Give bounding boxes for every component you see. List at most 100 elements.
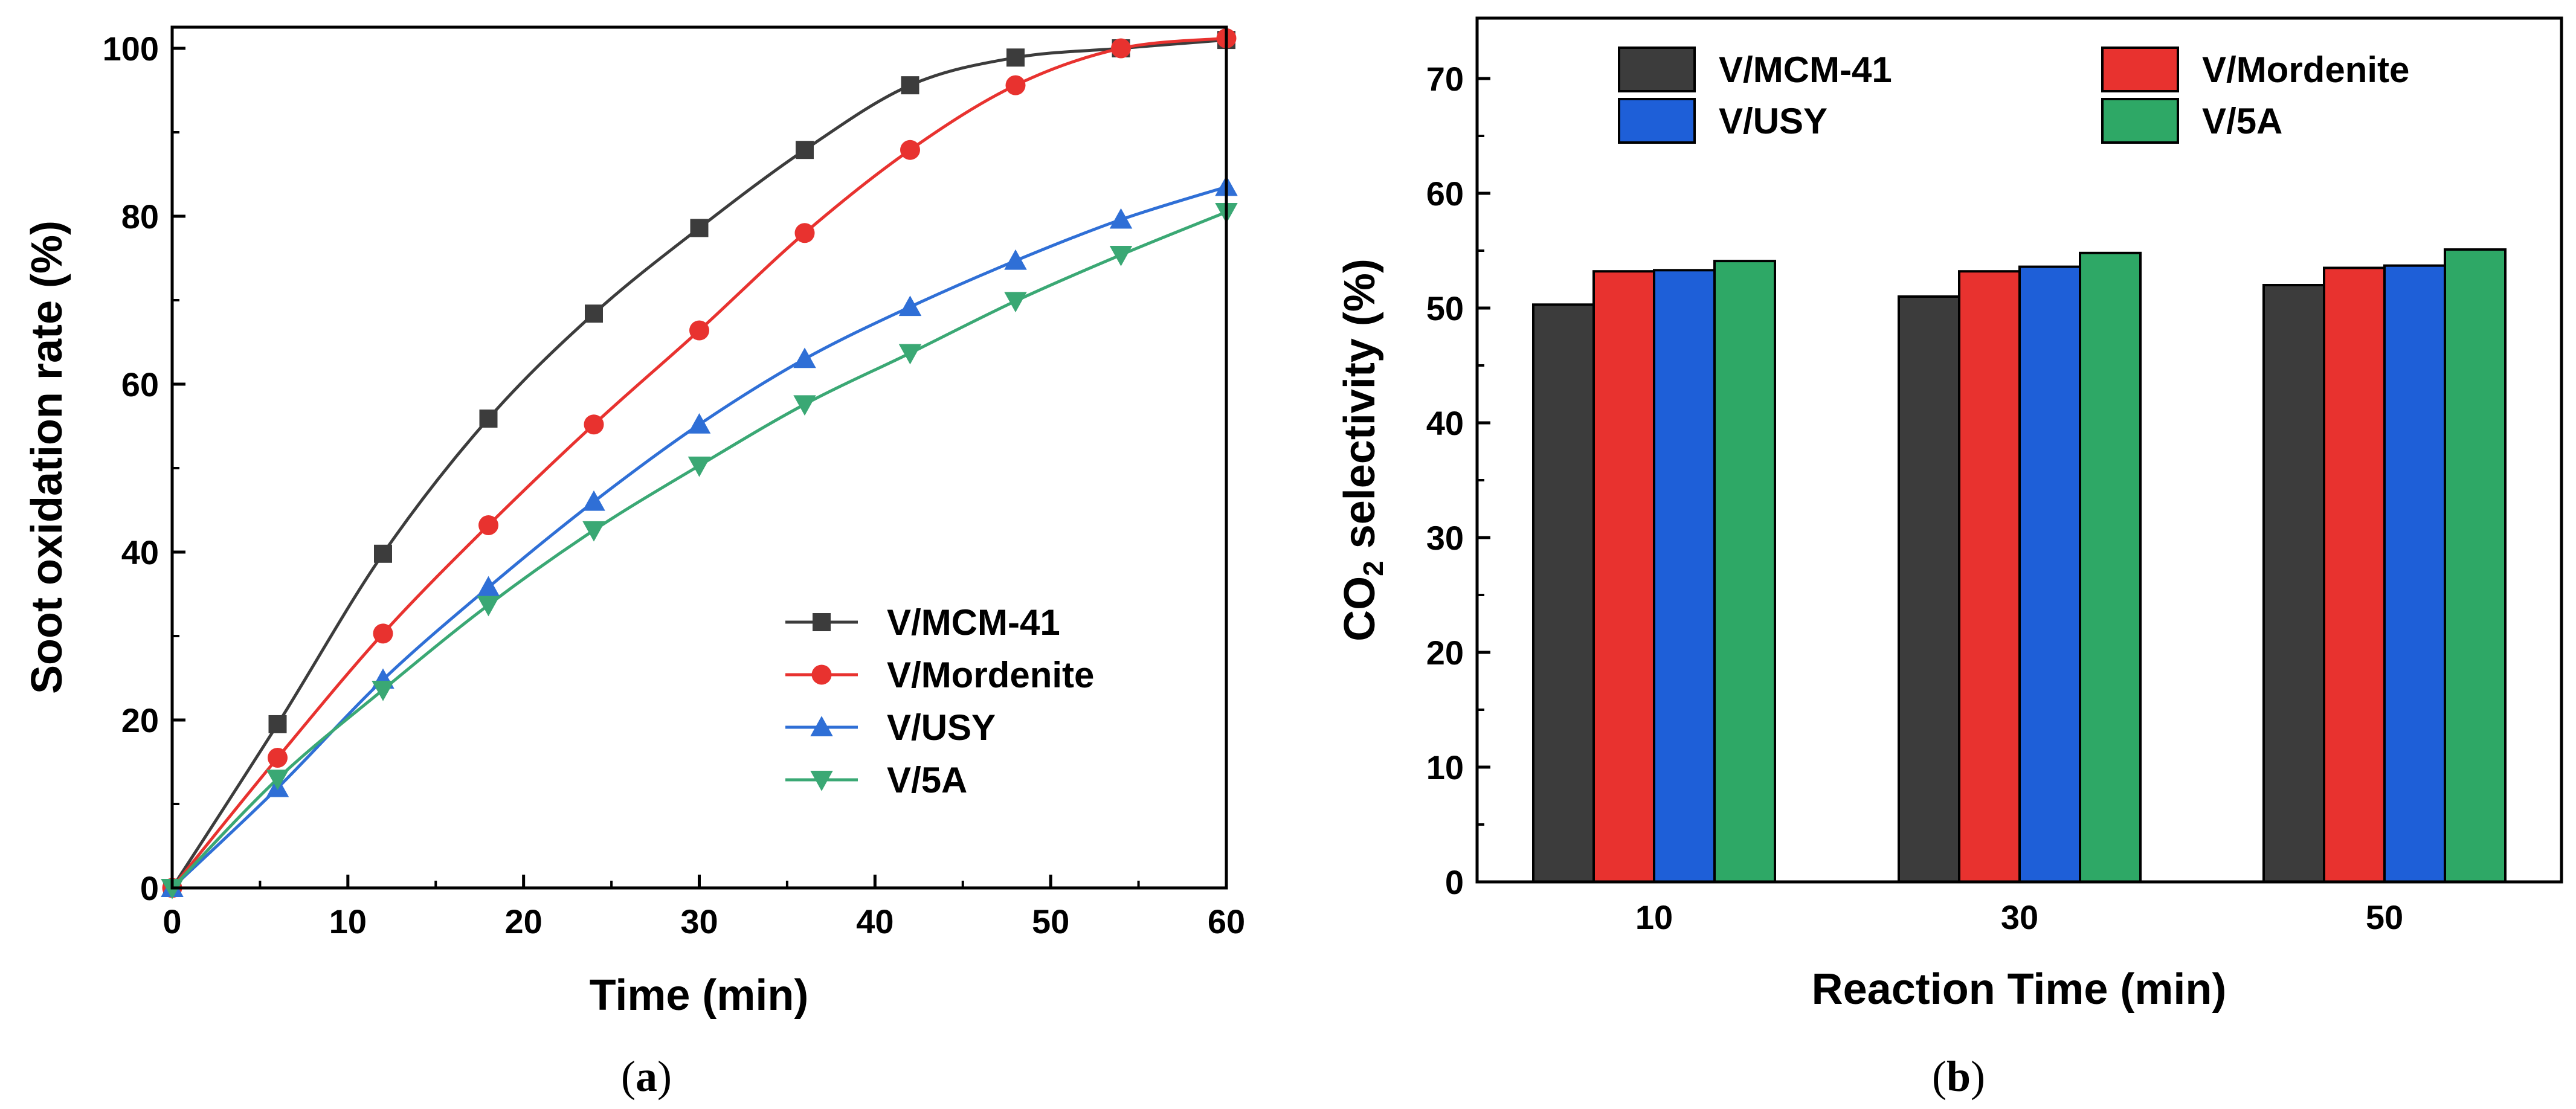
chart-a-x-tick-label: 0: [163, 902, 181, 940]
chart-a-line-v-5a: [171, 210, 1227, 889]
chart-b-bar-v-mcm-41: [1898, 295, 1960, 883]
chart-a-point-v-5a: [372, 680, 394, 701]
chart-a-line-v-mcm-41: [170, 38, 1227, 889]
chart-a-point-v-mcm-41: [479, 409, 498, 428]
chart-b-y-axis-title-sub: 2: [1357, 561, 1389, 576]
chart-a-point-v-mcm-41: [796, 141, 814, 159]
chart-b-y-tick-label: 40: [1426, 404, 1464, 442]
chart-a-line-v-mordenite: [171, 36, 1227, 889]
chart-a-point-v-mcm-41: [268, 715, 287, 733]
chart-a-point-v-5a: [687, 456, 711, 477]
chart-b-plot-frame: [1475, 16, 2563, 884]
chart-a-legend-label-v-mcm-41: V/MCM-41: [887, 602, 1060, 643]
chart-a-point-v-mcm-41: [690, 219, 709, 237]
chart-b-y-tick-label: 50: [1426, 289, 1464, 327]
chart-a-y-tick-label: 20: [121, 701, 159, 739]
chart-a: 0 10 20 30 40 50 60 0 20 40 60 80 100 Time (min) So…: [23, 25, 1245, 1101]
chart-a-point-v-mordenite: [900, 140, 920, 160]
caption-a-close-paren: ): [657, 1052, 672, 1101]
chart-a-lines: [170, 36, 1227, 889]
chart-b-x-tick-labels: 10 30 50: [1635, 898, 2403, 936]
caption-b-close-paren: ): [1971, 1052, 1985, 1101]
chart-b-y-tick-label: 60: [1426, 175, 1464, 213]
chart-a-y-tick-label: 80: [121, 198, 159, 236]
chart-b-bar-v-usy: [2018, 265, 2081, 884]
chart-b-y-axis-title: CO2 selectivity (%): [1336, 259, 1389, 641]
caption-a-open-paren: (: [621, 1052, 636, 1101]
chart-a-legend-marker-v-mordenite: [811, 664, 832, 685]
chart-a-y-axis-title: Soot oxidation rate (%): [23, 220, 71, 694]
chart-a-point-v-mordenite: [689, 320, 709, 341]
chart-b: 10 30 50 0 10 20 30 40 50 60 70 Reaction Time (mi…: [1336, 16, 2563, 1101]
chart-a-legend-marker-v-5a: [810, 771, 833, 791]
chart-a-point-v-usy: [793, 347, 816, 368]
chart-a-x-tick-label: 40: [856, 902, 894, 940]
chart-b-y-tick-label: 0: [1445, 863, 1464, 901]
chart-b-y-tick-labels: 0 10 20 30 40 50 60 70: [1426, 60, 1464, 901]
chart-a-point-v-mcm-41: [585, 304, 603, 323]
chart-b-bar-v-mcm-41: [2262, 284, 2325, 883]
chart-a-point-v-mordenite: [1111, 38, 1131, 59]
chart-a-point-v-5a: [1004, 292, 1027, 313]
chart-b-y-tick-label: 20: [1426, 634, 1464, 672]
chart-a-point-v-mordenite: [794, 223, 815, 243]
chart-a-legend-marker-v-mcm-41: [813, 613, 831, 631]
chart-b-legend-label-v-usy: V/USY: [1719, 101, 1827, 141]
chart-a-ticks: [170, 47, 1228, 890]
chart-a-point-v-mordenite: [1005, 75, 1026, 95]
chart-a-point-v-usy: [687, 413, 711, 434]
chart-a-markers: [161, 28, 1238, 899]
chart-a-point-v-5a: [266, 770, 289, 791]
chart-a-point-v-usy: [1109, 208, 1133, 229]
chart-a-y-tick-label: 40: [121, 533, 159, 571]
chart-b-x-tick-label: 30: [2001, 898, 2038, 936]
chart-a-x-tick-labels: 0 10 20 30 40 50 60: [163, 902, 1245, 940]
chart-a-y-tick-label: 100: [103, 30, 159, 68]
chart-a-x-tick-label: 30: [680, 902, 718, 940]
chart-b-bar-v-5a: [1713, 260, 1776, 884]
chart-a-point-v-mcm-41: [374, 544, 392, 563]
chart-b-bar-v-usy: [1653, 269, 1716, 883]
chart-b-legend-swatch-v-usy: [1618, 98, 1696, 144]
chart-b-x-tick-label: 10: [1635, 898, 1673, 936]
chart-b-bar-v-mcm-41: [1532, 303, 1595, 883]
chart-b-legend-label-v-mcm-41: V/MCM-41: [1719, 50, 1892, 90]
chart-a-y-tick-label: 0: [140, 869, 159, 907]
chart-a-legend-marker-v-usy: [810, 716, 833, 736]
chart-b-bar-v-usy: [2383, 264, 2446, 883]
caption-b-open-paren: (: [1932, 1052, 1946, 1101]
caption-a: (a): [621, 1052, 672, 1101]
chart-a-legend-label-v-mordenite: V/Mordenite: [887, 655, 1094, 695]
chart-a-point-v-mordenite: [268, 748, 288, 768]
chart-a-point-v-usy: [898, 295, 922, 317]
chart-a-point-v-usy: [477, 576, 500, 597]
chart-a-point-v-mcm-41: [901, 76, 919, 95]
chart-a-y-tick-labels: 0 20 40 60 80 100: [103, 30, 159, 907]
chart-a-point-v-5a: [582, 521, 605, 542]
caption-a-letter: a: [636, 1052, 657, 1101]
chart-a-legend: V/MCM-41 V/Mordenite V/USY V/5A: [785, 602, 1094, 800]
chart-b-y-axis-title-main: CO: [1336, 576, 1384, 641]
chart-b-legend-swatch-v-5a: [2101, 98, 2179, 144]
chart-a-x-tick-label: 60: [1208, 902, 1245, 940]
caption-b-letter: b: [1946, 1052, 1971, 1101]
chart-a-point-v-5a: [898, 344, 922, 365]
chart-b-legend-swatch-v-mcm-41: [1618, 47, 1696, 92]
chart-a-point-v-5a: [1109, 245, 1133, 266]
chart-b-y-tick-label: 70: [1426, 60, 1464, 98]
chart-a-point-v-5a: [477, 596, 500, 617]
chart-a-point-v-mordenite: [373, 623, 393, 644]
chart-b-bars: [1532, 248, 2507, 884]
chart-a-x-axis-title: Time (min): [590, 971, 809, 1020]
chart-b-y-axis-title-rest: selectivity (%): [1336, 259, 1384, 561]
chart-b-bar-v-5a: [2079, 251, 2142, 883]
chart-a-point-v-mordenite: [478, 515, 498, 536]
chart-a-x-tick-label: 10: [329, 902, 367, 940]
chart-a-point-v-mordenite: [584, 414, 604, 435]
chart-b-bar-v-mordenite: [2323, 266, 2386, 883]
chart-b-legend-label-v-5a: V/5A: [2202, 101, 2282, 141]
chart-b-x-axis-title: Reaction Time (min): [1812, 965, 2227, 1014]
chart-a-plot-frame: [170, 25, 1228, 890]
chart-a-point-v-5a: [793, 395, 816, 416]
